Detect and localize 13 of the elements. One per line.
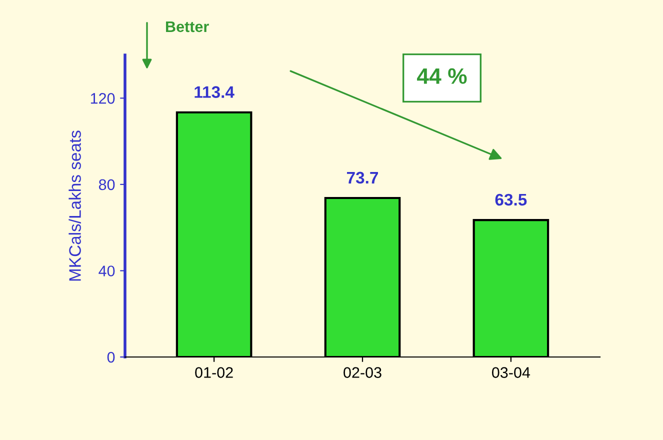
x-tick-label: 03-04: [492, 367, 530, 378]
text: Better: [166, 21, 209, 32]
data-label: 113.4: [194, 86, 234, 98]
y-tick-label: 80: [98, 179, 115, 190]
x-tick-label: 01-02: [195, 367, 233, 378]
x-tick-label: 02-03: [344, 367, 382, 378]
y-tick-label: 0: [107, 352, 115, 363]
annotation: 44 %: [417, 68, 467, 84]
y-axis-title: MKCals/Lakhs seats: [68, 130, 81, 281]
data-label: 73.7: [347, 172, 378, 184]
y-tick-label: 40: [98, 266, 115, 276]
data-label: 63.5: [495, 194, 527, 206]
y-tick-label: 120: [90, 93, 115, 104]
